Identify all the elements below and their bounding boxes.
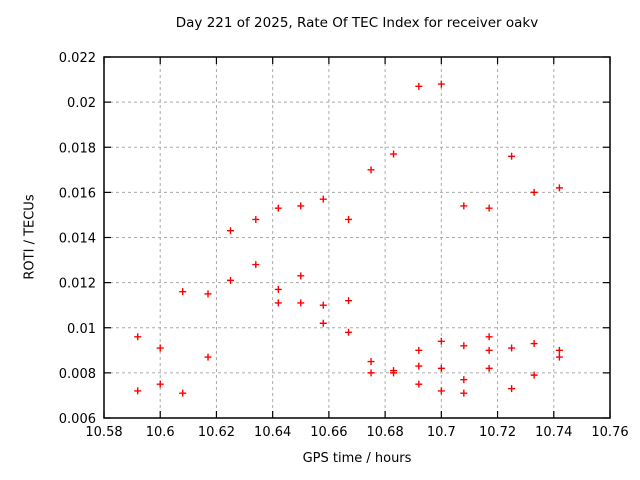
data-point [555, 346, 563, 354]
y-tick-label: 0.01 [67, 322, 96, 337]
data-point [134, 387, 142, 395]
data-point [508, 344, 516, 352]
data-point [345, 215, 353, 223]
x-tick-label: 10.7 [427, 425, 456, 440]
data-point [252, 261, 260, 269]
data-point [297, 202, 305, 210]
data-point [437, 364, 445, 372]
data-point [437, 337, 445, 345]
data-point [156, 380, 164, 388]
data-point [227, 227, 234, 235]
x-tick-label: 10.68 [367, 425, 404, 440]
data-point [204, 290, 212, 298]
y-tick-label: 0.012 [59, 277, 96, 292]
x-tick-label: 10.76 [591, 425, 628, 440]
y-tick-label: 0.016 [59, 186, 96, 201]
data-point [390, 369, 398, 377]
data-point [274, 204, 282, 212]
data-point [530, 340, 538, 348]
data-point [460, 376, 468, 384]
data-point [555, 184, 563, 192]
x-axis-title: GPS time / hours [302, 451, 412, 466]
data-point [508, 385, 516, 393]
data-point [367, 358, 375, 366]
data-point [530, 188, 538, 196]
chart-title: Day 221 of 2025, Rate Of TEC Index for r… [175, 15, 539, 31]
y-tick-label: 0.008 [59, 367, 96, 382]
data-point [485, 204, 493, 212]
data-point [227, 276, 234, 284]
data-point [274, 285, 282, 293]
x-tick-label: 10.66 [310, 425, 347, 440]
x-tick-label: 10.6 [146, 425, 175, 440]
data-point [415, 362, 423, 370]
data-point [555, 353, 563, 361]
x-tick-label: 10.72 [479, 425, 516, 440]
y-tick-label: 0.014 [59, 232, 96, 247]
x-tick-label: 10.58 [85, 425, 122, 440]
data-point [274, 299, 282, 307]
data-point [252, 215, 260, 223]
data-point [319, 301, 327, 309]
x-tick-label: 10.64 [254, 425, 291, 440]
data-point [460, 202, 468, 210]
data-point [297, 299, 305, 307]
data-point [345, 328, 353, 336]
y-tick-label: 0.006 [59, 412, 96, 427]
data-point [437, 387, 445, 395]
data-point [345, 297, 353, 305]
data-point [415, 346, 423, 354]
x-tick-label: 10.62 [198, 425, 235, 440]
data-point [390, 150, 398, 158]
data-point [485, 346, 493, 354]
data-point [319, 195, 327, 203]
data-point [460, 342, 468, 350]
x-tick-label: 10.74 [535, 425, 572, 440]
data-point [415, 82, 423, 90]
data-point [485, 333, 493, 341]
plot-border [103, 56, 611, 419]
data-point [134, 333, 142, 341]
data-point [297, 272, 305, 280]
data-point [508, 152, 516, 160]
data-point [415, 380, 423, 388]
data-point [367, 369, 375, 377]
data-point [179, 288, 187, 296]
data-point [530, 371, 538, 379]
y-tick-label: 0.018 [59, 141, 96, 156]
data-point [204, 353, 212, 361]
y-tick-label: 0.022 [59, 51, 96, 66]
data-point [319, 319, 327, 327]
data-point [485, 364, 493, 372]
y-tick-label: 0.02 [67, 96, 96, 111]
data-point [437, 80, 445, 88]
data-point [156, 344, 164, 352]
data-point [179, 389, 187, 397]
data-point [367, 166, 375, 174]
data-point [460, 389, 468, 397]
